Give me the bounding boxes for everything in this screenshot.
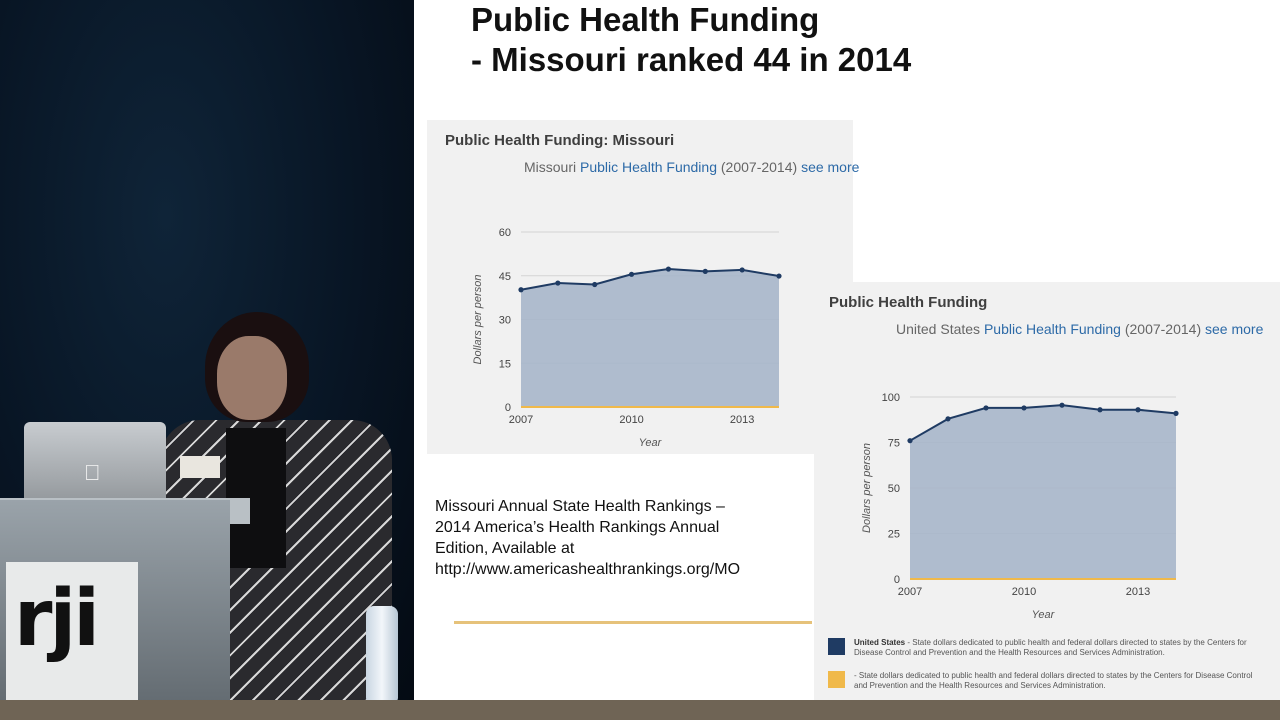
missouri-y-tick-label: 60 [499,227,511,239]
missouri-y-tick-label: 45 [499,271,511,283]
us-data-point [907,438,913,444]
missouri-x-tick-label: 2010 [619,414,643,426]
missouri-data-point [518,287,524,293]
us-data-point [1135,407,1141,413]
us-y-tick-label: 100 [882,392,900,404]
citation-line: Missouri Annual State Health Rankings – [435,498,725,515]
us-chart: 0 25 50 75 100 2007 2010 2013 Year Dollars per pe… [861,392,1179,621]
missouri-series-line [520,268,780,291]
legend-swatch-us [828,638,845,655]
citation-text: Missouri Annual State Health Rankings – … [435,496,795,580]
legend-text: - State dollars dedicated to public heal… [854,671,1254,691]
us-see-more-link[interactable]: see more [1205,321,1264,337]
missouri-subtitle-prefix: Missouri [524,159,577,175]
us-y-tick-label: 0 [894,574,900,586]
missouri-x-axis-title: Year [639,437,663,449]
us-data-point [1021,405,1027,411]
podium-logo: rji [14,574,100,664]
apple-logo-icon:  [84,460,101,486]
missouri-y-tick-label: 15 [499,358,511,370]
missouri-see-more-link[interactable]: see more [801,159,860,175]
presenter-face [217,336,287,420]
podium-logo-panel [6,562,138,702]
us-y-tick-label: 50 [888,483,900,495]
stage-photo:  rji [0,0,414,720]
legend-item: - State dollars dedicated to public heal… [828,671,1252,691]
us-area [910,405,1176,579]
missouri-chart-subtitle: Missouri Public Health Funding (2007-201… [524,159,859,175]
missouri-subtitle-range: (2007-2014) [720,159,798,175]
legend-text: United States - State dollars dedicated … [854,638,1254,658]
slide-title-line2: - Missouri ranked 44 in 2014 [471,41,912,78]
missouri-data-point [628,271,635,277]
laptop [24,422,166,512]
missouri-y-axis-title: Dollars per person [472,275,484,365]
missouri-x-tick-label: 2007 [509,414,533,426]
missouri-chart: 0 15 30 45 60 2007 2010 2013 Year Dollars per per… [472,227,782,449]
us-chart-subtitle: United States Public Health Funding (200… [896,321,1263,337]
legend-description: - State dollars dedicated to public heal… [854,638,1247,657]
us-subtitle-link[interactable]: Public Health Funding [983,321,1121,337]
missouri-area [521,269,779,407]
missouri-data-point [739,267,745,273]
legend-swatch-state [828,671,845,688]
gold-divider [454,621,812,624]
missouri-data-point [592,281,598,288]
us-chart-title: Public Health Funding [829,294,988,311]
missouri-data-point [665,266,672,272]
water-bottle [366,606,398,702]
legend-description: - State dollars dedicated to public heal… [854,671,1253,690]
missouri-chart-title: Public Health Funding: Missouri [445,132,675,149]
missouri-subtitle-link[interactable]: Public Health Funding [580,159,717,175]
us-subtitle-prefix: United States [896,321,981,337]
presentation-slide: Public Health Funding - Missouri ranked … [414,0,1280,700]
us-x-tick-label: 2010 [1012,586,1036,598]
us-data-point [1173,410,1179,416]
us-data-point [983,405,989,411]
missouri-y-tick-label: 30 [499,315,511,327]
missouri-data-point [702,268,708,274]
legend-item: United States - State dollars dedicated … [828,638,1248,658]
us-series-line [909,404,1177,442]
us-y-tick-label: 25 [888,529,900,541]
citation-url[interactable]: http://www.americashealthrankings.org/MO [435,561,741,578]
us-chart-panel: Public Health Funding United States Publ… [814,282,1280,700]
name-badge [180,456,220,478]
missouri-y-tick-label: 0 [505,402,511,414]
us-subtitle-range: (2007-2014) [1124,321,1202,337]
us-data-point [1097,407,1103,413]
table-nameplates [0,700,1280,720]
citation-line: Edition, Available at [435,540,575,557]
us-x-tick-label: 2007 [898,586,922,598]
slide-title-line1: Public Health Funding [471,1,820,38]
us-y-tick-label: 75 [888,438,900,450]
us-x-axis-title: Year [1032,609,1056,621]
us-data-point [945,416,951,422]
legend-series-name: United States [854,638,906,647]
missouri-x-tick-label: 2013 [730,414,754,426]
missouri-data-point [555,280,561,286]
citation-line: 2014 America’s Health Rankings Annual [435,519,720,536]
slide-title: Public Health Funding - Missouri ranked … [471,0,911,80]
us-x-tick-label: 2013 [1126,586,1150,598]
missouri-chart-panel: Public Health Funding: Missouri Missouri… [427,120,859,454]
missouri-data-point [776,273,782,279]
us-data-point [1059,402,1065,408]
us-y-axis-title: Dollars per person [861,443,873,533]
